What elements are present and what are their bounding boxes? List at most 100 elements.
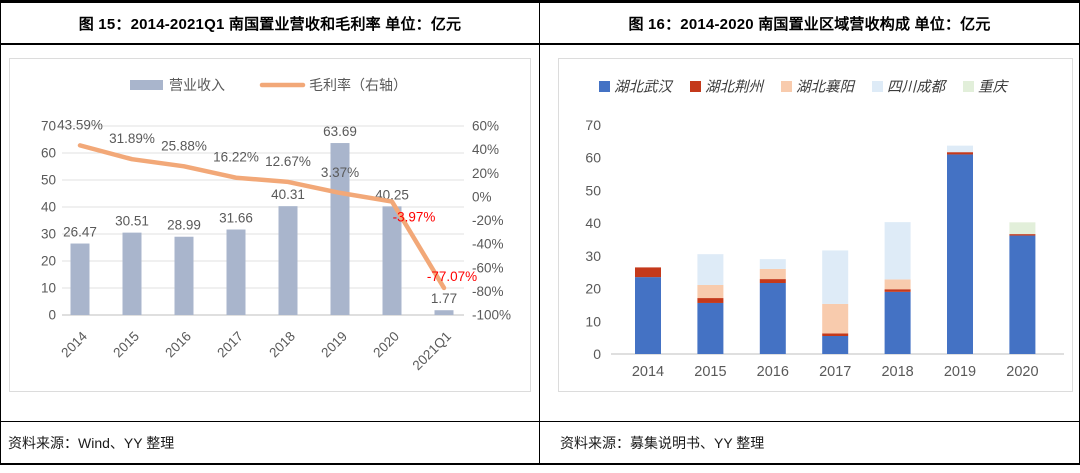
x-axis-label: 2020 xyxy=(1006,364,1038,380)
bar-segment xyxy=(697,302,724,354)
bar-segment xyxy=(947,152,973,155)
bar-segment xyxy=(822,250,849,304)
y-axis-left-tick: 20 xyxy=(41,254,56,269)
revenue-margin-chart-frame: 0 10 20 30 40 50 60 70 60% 40% 20% 0% -20% -40% -60% -8… xyxy=(9,58,531,392)
bar-value-label: 30.51 xyxy=(115,214,149,229)
bar-segment xyxy=(697,298,724,303)
bar-segment xyxy=(822,303,849,334)
y-axis-tick: 60 xyxy=(585,150,601,166)
source-row: 资料来源：Wind、YY 整理 资料来源：募集说明书、YY 整理 xyxy=(1,421,1079,463)
y-axis-right-tick: 60% xyxy=(472,119,499,134)
chart-legend: 湖北武汉 湖北荆州 湖北襄阳 四川成都 重庆 xyxy=(599,79,1009,96)
bar-value-label: 1.77 xyxy=(431,291,457,306)
x-axis: 2014 2015 2016 2017 2018 2019 2020 2021Q1 xyxy=(58,328,454,373)
bar-segment xyxy=(947,154,973,354)
figure16-source: 资料来源：募集说明书、YY 整理 xyxy=(560,434,765,451)
revenue-margin-combo-chart: 0 10 20 30 40 50 60 70 60% 40% 20% 0% -20% -40% -60% -8… xyxy=(41,77,511,373)
legend-label-margin: 毛利率（右轴） xyxy=(309,77,407,93)
x-axis-label: 2014 xyxy=(58,328,90,360)
x-axis-label: 2021Q1 xyxy=(410,329,455,374)
bar-value-label: 26.47 xyxy=(63,225,97,240)
y-axis-tick: 0 xyxy=(593,346,601,362)
bar-value-label: 40.31 xyxy=(271,187,305,202)
bar-segment xyxy=(884,291,911,354)
stacked-bars xyxy=(635,145,1036,354)
figure15-source: 资料来源：Wind、YY 整理 xyxy=(1,422,540,463)
y-axis: 0 10 20 30 40 50 60 70 xyxy=(585,117,601,362)
y-axis-right-tick: -80% xyxy=(472,284,504,299)
title-row: 图 15：2014-2021Q1 南国置业营收和毛利率 单位：亿元 图 16：2… xyxy=(1,3,1079,45)
figure16-title-text: 图 16：2014-2020 南国置业区域营收构成 单位：亿元 xyxy=(628,15,991,33)
revenue-bar xyxy=(122,232,142,315)
revenue-bar xyxy=(330,143,350,315)
y-axis-left-tick: 70 xyxy=(41,119,56,134)
line-value-label: 16.22% xyxy=(213,150,259,165)
figure15-title: 图 15：2014-2021Q1 南国置业营收和毛利率 单位：亿元 xyxy=(1,3,540,43)
bar-segment xyxy=(822,336,849,354)
x-axis-label: 2015 xyxy=(110,329,142,361)
bar-segment xyxy=(697,254,724,285)
line-value-label: -3.97% xyxy=(393,210,436,225)
y-axis-left-tick: 50 xyxy=(41,173,56,188)
legend-swatch xyxy=(781,81,792,92)
legend-label: 四川成都 xyxy=(887,79,947,96)
bar-segment xyxy=(759,268,786,280)
y-axis-right-tick: 40% xyxy=(472,142,499,157)
y-axis-right: 60% 40% 20% 0% -20% -40% -60% -80% -100% xyxy=(472,119,511,323)
legend-label: 湖北襄阳 xyxy=(796,79,855,96)
legend-swatch xyxy=(599,81,610,92)
y-axis-left-tick: 60 xyxy=(41,146,56,161)
bar-segment xyxy=(1009,234,1036,236)
margin-line xyxy=(77,143,447,291)
legend-label: 重庆 xyxy=(978,79,1009,96)
y-axis-tick: 50 xyxy=(585,182,601,198)
y-axis-left-tick: 30 xyxy=(41,227,56,242)
y-axis-left-tick: 10 xyxy=(41,281,56,296)
bar-segment xyxy=(947,145,973,153)
figure15-title-text: 图 15：2014-2021Q1 南国置业营收和毛利率 单位：亿元 xyxy=(78,15,462,33)
line-value-label: -77.07% xyxy=(427,269,477,284)
bar-segment xyxy=(759,283,786,354)
y-axis-tick: 20 xyxy=(585,281,601,297)
x-axis-label: 2017 xyxy=(214,329,246,361)
legend-label-revenue: 营业收入 xyxy=(169,77,225,93)
x-axis-label: 2015 xyxy=(694,364,726,380)
y-axis-right-tick: -40% xyxy=(472,237,504,252)
legend-label: 湖北武汉 xyxy=(614,79,673,96)
regional-revenue-chart-frame: 0 10 20 30 40 50 60 70 2014 2015 2016 2017 2018 2019 2… xyxy=(558,58,1073,392)
bar-segment xyxy=(884,222,911,280)
bar-segment xyxy=(635,267,661,278)
bar-segment xyxy=(884,279,911,290)
x-axis-label: 2016 xyxy=(757,364,789,380)
line-value-label: 43.59% xyxy=(57,117,103,132)
bar-segment xyxy=(759,259,786,269)
bar-segment xyxy=(884,289,911,292)
bar-segment xyxy=(1009,235,1036,354)
line-value-label: 31.89% xyxy=(109,131,155,146)
line-value-labels: 43.59% 31.89% 25.88% 16.22% 12.67% 3.37% -3.97… xyxy=(57,117,477,284)
x-axis: 2014 2015 2016 2017 2018 2019 2020 xyxy=(632,364,1039,380)
x-axis-label: 2018 xyxy=(881,364,913,380)
bar-segment xyxy=(822,333,849,337)
revenue-bar xyxy=(382,206,402,315)
revenue-bar xyxy=(226,229,246,315)
x-axis-label: 2019 xyxy=(944,364,976,380)
y-axis-tick: 10 xyxy=(585,313,601,329)
revenue-bar xyxy=(70,243,90,315)
legend-swatch xyxy=(963,81,974,92)
bar-segment xyxy=(697,284,724,299)
legend-bar-swatch xyxy=(130,80,163,90)
revenue-bar xyxy=(434,310,454,315)
x-axis-label: 2018 xyxy=(266,329,298,361)
revenue-bar xyxy=(278,206,298,315)
y-axis-right-tick: -20% xyxy=(472,213,504,228)
bar-segment xyxy=(759,279,786,284)
bar-value-label: 28.99 xyxy=(167,218,201,233)
y-axis-left: 0 10 20 30 40 50 60 70 xyxy=(41,119,56,323)
revenue-bar xyxy=(174,236,194,315)
line-value-label: 25.88% xyxy=(161,138,207,153)
